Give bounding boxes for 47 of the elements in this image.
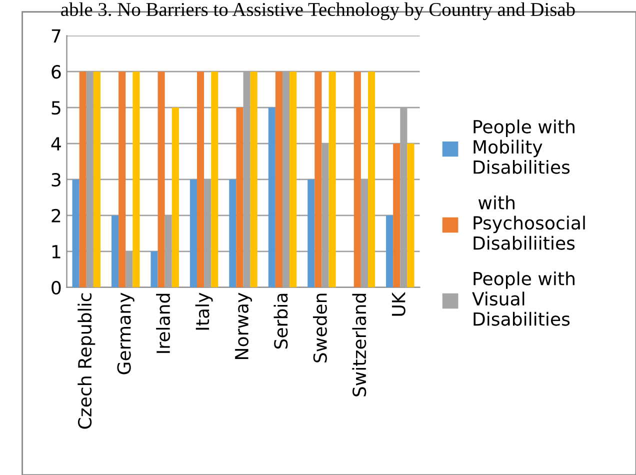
x-tick-label: Serbia	[274, 294, 288, 349]
bar	[196, 72, 204, 288]
x-tick-label: Norway	[235, 292, 252, 359]
x-tick-label: Germany	[117, 292, 134, 374]
x-tick-label: Ireland	[156, 294, 170, 353]
bar	[328, 72, 336, 288]
x-tick-label: Czech Republic	[78, 293, 96, 429]
bar	[72, 179, 80, 288]
bar	[250, 72, 258, 288]
bar	[386, 215, 394, 288]
legend-label: People with Visual Disabilities	[472, 271, 574, 326]
x-tick-label: Sweden	[312, 294, 327, 362]
bar	[268, 108, 276, 288]
y-tick-label: 0	[52, 280, 61, 294]
y-tick-label: 7	[52, 29, 60, 42]
bar	[407, 144, 414, 288]
bar	[368, 72, 376, 288]
y-tick-label: 1	[52, 245, 60, 258]
bar	[118, 72, 126, 288]
bar	[79, 72, 86, 288]
bar	[229, 179, 236, 288]
y-tick-label: 6	[52, 65, 61, 79]
bar	[354, 72, 361, 288]
y-tick-label: 4	[51, 137, 61, 150]
bar	[314, 72, 322, 288]
bar	[290, 72, 297, 288]
bar	[111, 215, 119, 288]
bar	[236, 108, 244, 288]
bar	[308, 179, 315, 288]
x-tick-label: Switzerland	[352, 294, 366, 396]
bar	[190, 179, 197, 288]
y-tick-label: 5	[52, 101, 60, 115]
x-tick-label: UK	[392, 292, 406, 316]
bar	[158, 72, 165, 288]
bar	[93, 72, 101, 288]
bar	[150, 251, 158, 288]
legend-label: People with Mobility Disabilities	[474, 120, 574, 174]
bar	[211, 72, 218, 288]
chart-title: able 3. No Barriers to Assistive Technology by Country and Disab	[61, 2, 575, 20]
x-tick-label: Italy	[195, 292, 213, 330]
legend-label: with Psychosocial Disabiliities	[474, 195, 585, 250]
y-tick-label: 2	[52, 208, 60, 222]
bar	[393, 144, 400, 288]
bar	[172, 108, 179, 288]
bar	[275, 72, 282, 288]
y-tick-label: 3	[52, 172, 60, 187]
bar	[132, 72, 140, 288]
